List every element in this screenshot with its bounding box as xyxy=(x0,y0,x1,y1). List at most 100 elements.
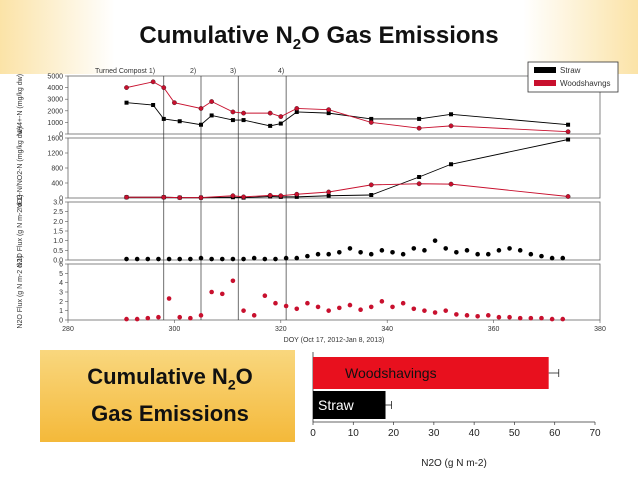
data-point xyxy=(156,256,161,262)
side-label-box xyxy=(40,350,300,442)
data-point xyxy=(198,313,204,318)
data-point xyxy=(379,299,385,304)
data-point xyxy=(283,303,289,309)
data-point xyxy=(161,116,166,121)
x-tick-label: 30 xyxy=(428,428,440,439)
data-point xyxy=(198,255,204,261)
data-point xyxy=(134,316,140,322)
data-point xyxy=(315,304,321,310)
y-axis-label: N2O Flux (g N m-2 d-1) xyxy=(17,255,24,328)
data-point xyxy=(267,193,273,198)
data-point xyxy=(443,246,449,251)
data-point xyxy=(454,249,459,255)
data-point xyxy=(315,251,321,257)
x-tick-label: 320 xyxy=(275,326,287,333)
data-point xyxy=(507,314,512,320)
data-point xyxy=(251,313,257,318)
data-point xyxy=(177,119,182,124)
y-tick-label: 1.5 xyxy=(53,229,63,236)
y-axis-label: NH4+-N (mg/kg dw) xyxy=(17,74,24,136)
data-point xyxy=(262,256,268,262)
y-tick-label: 4000 xyxy=(47,85,63,92)
data-point xyxy=(390,304,395,310)
x-tick-label: 300 xyxy=(169,326,181,333)
data-point xyxy=(539,253,544,259)
data-point xyxy=(432,238,438,243)
data-point xyxy=(390,249,395,255)
data-point xyxy=(416,125,422,131)
data-point xyxy=(411,246,417,251)
data-point xyxy=(368,304,374,310)
data-point xyxy=(549,255,555,261)
data-point xyxy=(209,256,214,262)
bar-x-axis-label: N2O (g N m-2) xyxy=(421,458,487,469)
data-point xyxy=(209,289,214,295)
y-tick-label: 3000 xyxy=(47,97,63,104)
data-point xyxy=(464,313,470,318)
data-point xyxy=(172,100,177,106)
data-point xyxy=(134,256,140,262)
data-point xyxy=(199,122,203,127)
series-line xyxy=(126,81,569,133)
data-point xyxy=(475,313,480,319)
x-tick-label: 50 xyxy=(509,428,521,439)
panel-frame xyxy=(67,201,601,261)
data-point xyxy=(177,256,183,262)
data-point xyxy=(358,249,363,255)
data-point xyxy=(124,256,129,262)
x-tick-label: 70 xyxy=(589,428,601,439)
y-tick-label: 800 xyxy=(51,166,63,173)
y-tick-label: 3.0 xyxy=(53,200,63,207)
data-point xyxy=(454,312,459,317)
data-point xyxy=(464,248,470,253)
legend-swatch xyxy=(534,80,556,86)
data-point xyxy=(188,256,193,262)
data-point xyxy=(124,85,129,90)
data-point xyxy=(565,129,571,135)
data-point xyxy=(565,194,571,199)
data-point xyxy=(273,256,278,262)
y-tick-label: 1600 xyxy=(47,136,63,143)
x-tick-label: 10 xyxy=(348,428,360,439)
data-point xyxy=(156,314,161,320)
panel-frame xyxy=(67,263,601,321)
bar-label: Woodshavings xyxy=(345,365,437,381)
data-point xyxy=(166,296,172,301)
data-point xyxy=(368,182,374,188)
data-point xyxy=(268,123,273,128)
x-tick-label: 0 xyxy=(310,428,316,439)
data-point xyxy=(566,122,571,127)
data-point xyxy=(230,193,236,199)
x-tick-label: 280 xyxy=(62,326,74,333)
x-tick-label: 20 xyxy=(388,428,400,439)
data-point xyxy=(417,116,422,121)
data-point xyxy=(443,308,449,313)
data-point xyxy=(230,109,236,115)
y-tick-label: 0 xyxy=(59,318,63,325)
data-point xyxy=(369,116,374,121)
y-tick-label: 0 xyxy=(59,196,63,203)
series-line xyxy=(126,102,569,127)
series-line xyxy=(126,183,569,199)
data-point xyxy=(209,99,214,104)
data-point xyxy=(358,307,363,313)
data-point xyxy=(188,315,193,321)
data-point xyxy=(145,315,151,321)
data-point xyxy=(241,308,246,313)
y-tick-label: 2.5 xyxy=(53,209,63,216)
data-point xyxy=(549,316,555,322)
data-point xyxy=(294,306,300,312)
data-point xyxy=(417,175,422,179)
y-tick-label: 0 xyxy=(59,132,63,139)
x-tick-label: 360 xyxy=(488,326,500,333)
data-point xyxy=(124,100,129,105)
data-point xyxy=(124,316,129,322)
panel-frame xyxy=(67,137,601,199)
data-point xyxy=(448,123,454,129)
data-point xyxy=(400,300,406,306)
data-point xyxy=(278,114,284,119)
y-axis-label: N2O Flux (g N m-2 d-1) xyxy=(17,194,24,267)
data-point xyxy=(560,255,566,261)
data-point xyxy=(124,194,129,200)
legend-label: Straw xyxy=(560,66,581,75)
